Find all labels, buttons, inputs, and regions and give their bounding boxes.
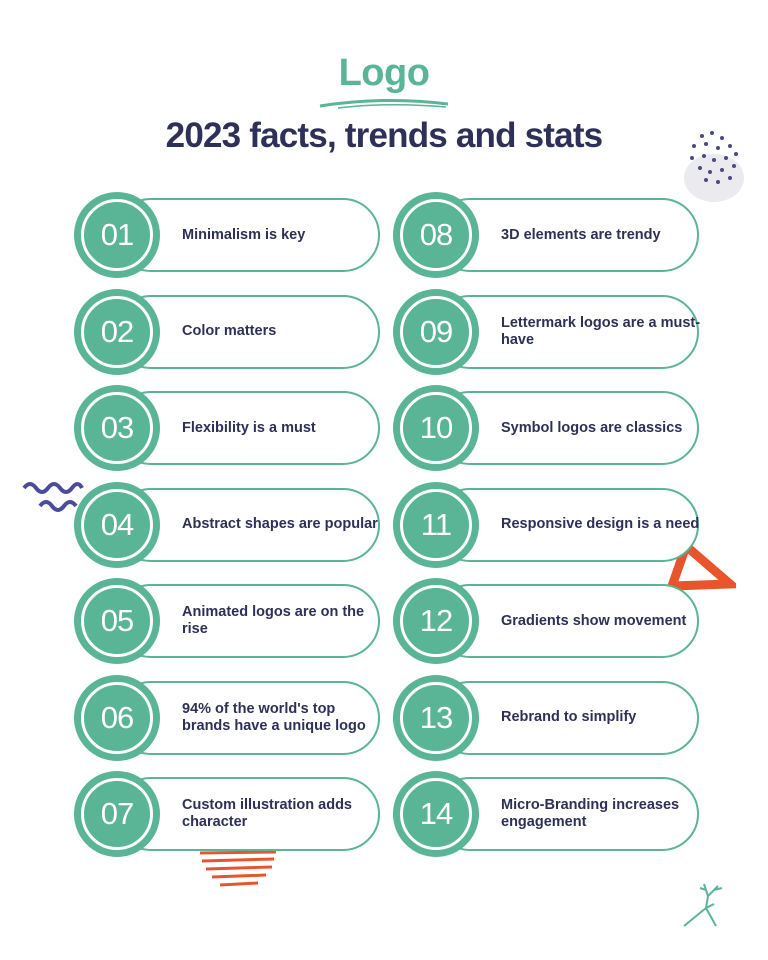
fact-item-06: 06 94% of the world's top brands have a … xyxy=(74,674,384,761)
fact-item-12: 12 Gradients show movement xyxy=(393,578,703,664)
fact-number: 11 xyxy=(420,506,452,542)
fact-text: Responsive design is a need xyxy=(501,516,700,532)
fact-number: 02 xyxy=(100,313,134,349)
number-badge: 12 xyxy=(393,578,479,664)
number-badge: 11 xyxy=(393,481,479,568)
fact-text: Micro-Branding increases engagement xyxy=(501,797,680,830)
title-underline xyxy=(319,98,449,109)
fact-text: Rebrand to simplify xyxy=(501,709,637,725)
number-badge: 04 xyxy=(74,481,160,568)
number-badge: 05 xyxy=(74,578,160,664)
number-badge: 02 xyxy=(74,288,160,375)
dots-decoration xyxy=(684,131,744,202)
badge-ring xyxy=(400,585,472,657)
fact-number: 03 xyxy=(100,410,134,445)
fact-text: Animated logos are on the rise xyxy=(182,604,365,637)
fact-number: 09 xyxy=(419,313,453,349)
page-subtitle: 2023 facts, trends and stats xyxy=(165,116,603,155)
fact-number: 04 xyxy=(100,506,134,542)
fact-text: Custom illustration adds character xyxy=(182,797,352,830)
fact-item-11: 11 Responsive design is a need xyxy=(393,481,703,568)
triangle-decoration xyxy=(665,540,736,591)
badge-ring xyxy=(400,681,472,754)
deer-logo-icon xyxy=(683,883,723,927)
number-badge: 14 xyxy=(393,771,479,857)
fact-item-14: 14 Micro-Branding increases engagement xyxy=(393,771,703,857)
fact-text: Minimalism is key xyxy=(182,226,306,243)
number-badge: 06 xyxy=(74,674,160,761)
wave-decoration xyxy=(22,482,84,512)
fact-number: 12 xyxy=(419,603,453,638)
stripes-decoration xyxy=(199,850,277,887)
fact-item-05: 05 Animated logos are on the rise xyxy=(74,578,384,664)
number-badge: 10 xyxy=(393,385,479,471)
badge-ring xyxy=(81,778,153,850)
fact-number: 14 xyxy=(419,796,453,831)
fact-item-09: 09 Lettermark logos are a must-have xyxy=(393,288,703,375)
number-badge: 01 xyxy=(74,192,160,278)
fact-number: 01 xyxy=(100,217,134,252)
number-badge: 03 xyxy=(74,385,160,471)
badge-ring xyxy=(81,295,153,368)
fact-text: 3D elements are trendy xyxy=(501,226,661,243)
badge-ring xyxy=(81,392,153,464)
fact-number: 05 xyxy=(100,603,134,638)
badge-ring xyxy=(400,392,472,464)
badge-ring xyxy=(81,199,153,271)
number-badge: 08 xyxy=(393,192,479,278)
number-badge: 07 xyxy=(74,771,160,857)
number-badge: 09 xyxy=(393,288,479,375)
fact-pill xyxy=(433,198,699,272)
fact-text: Flexibility is a must xyxy=(182,419,316,436)
fact-item-07: 07 Custom illustration adds character xyxy=(74,771,384,857)
fact-number: 08 xyxy=(419,217,453,252)
number-badge: 13 xyxy=(393,674,479,761)
fact-item-03: 03 Flexibility is a must xyxy=(74,385,384,471)
fact-text: Symbol logos are classics xyxy=(501,419,683,436)
fact-text: Lettermark logos are a must-have xyxy=(501,314,701,348)
fact-item-08: 08 3D elements are trendy xyxy=(393,192,703,278)
badge-ring xyxy=(400,488,472,561)
fact-item-01: 01 Minimalism is key xyxy=(74,192,384,278)
badge-ring xyxy=(400,295,472,368)
fact-pill xyxy=(114,777,380,851)
badge-ring xyxy=(81,488,153,561)
fact-text: Gradients show movement xyxy=(501,612,687,629)
fact-text: Abstract shapes are popular xyxy=(182,516,378,532)
page-title: Logo xyxy=(338,52,430,94)
fact-item-13: 13 Rebrand to simplify xyxy=(393,674,703,761)
fact-text: Color matters xyxy=(182,323,277,339)
fact-text: 94% of the world's top brands have a uni… xyxy=(182,700,366,734)
fact-item-10: 10 Symbol logos are classics xyxy=(393,385,703,471)
fact-item-04: 04 Abstract shapes are popular xyxy=(74,481,384,568)
badge-ring xyxy=(400,199,472,271)
badge-ring xyxy=(81,681,153,754)
fact-number: 07 xyxy=(100,796,134,831)
badge-ring xyxy=(81,585,153,657)
fact-number: 13 xyxy=(419,699,453,735)
badge-ring xyxy=(400,778,472,850)
fact-number: 10 xyxy=(419,410,453,445)
fact-number: 06 xyxy=(100,699,134,735)
fact-pill xyxy=(114,391,380,465)
fact-item-02: 02 Color matters xyxy=(74,288,384,375)
